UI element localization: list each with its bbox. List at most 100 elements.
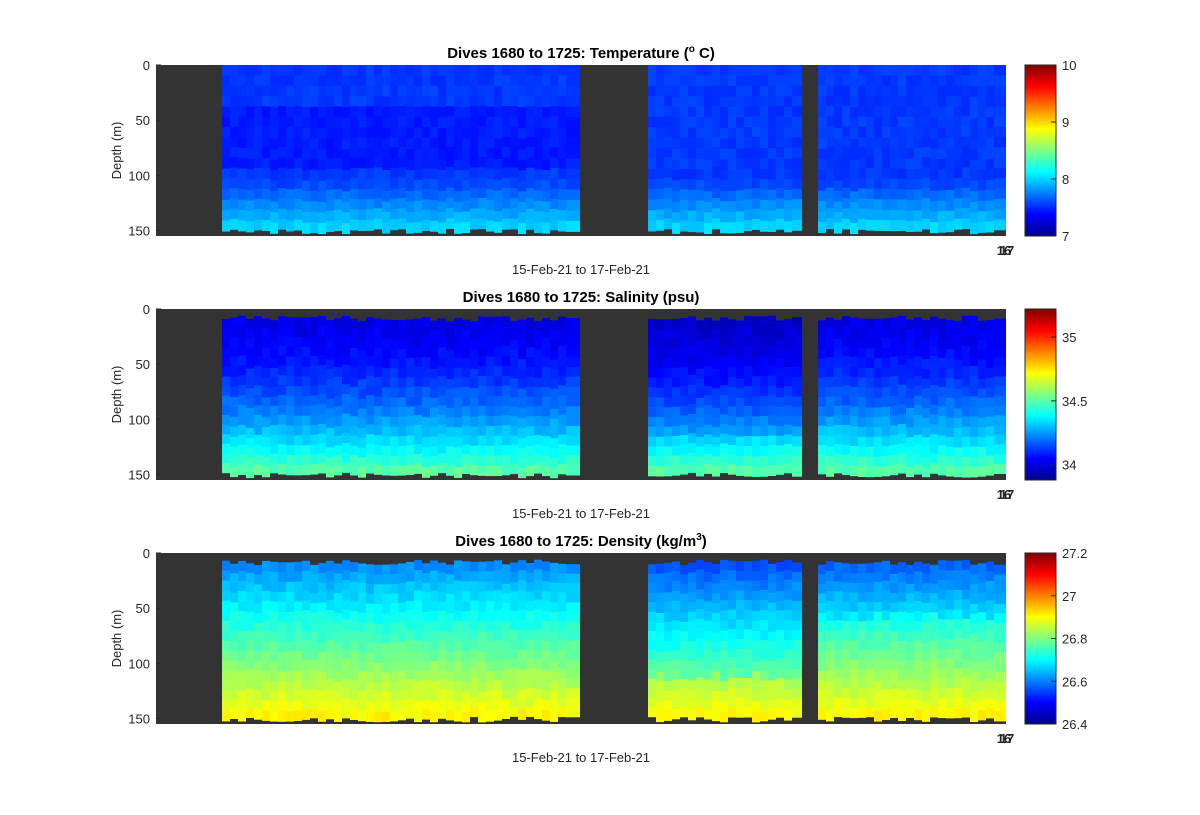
heatmap-cell <box>680 347 688 358</box>
heatmap-cell <box>382 201 390 213</box>
heatmap-cell <box>462 561 470 572</box>
heatmap-cell <box>962 346 970 357</box>
heatmap-cell <box>866 126 874 138</box>
heatmap-cell <box>938 148 946 160</box>
heatmap-cell <box>414 180 422 192</box>
heatmap-cell <box>478 336 486 347</box>
heatmap-cell <box>930 96 938 108</box>
heatmap-cell <box>238 571 246 582</box>
heatmap-cell <box>494 425 502 437</box>
heatmap-cell <box>494 346 502 358</box>
heatmap-cell <box>542 387 550 398</box>
heatmap-cell <box>922 339 930 350</box>
heatmap-cell <box>462 571 470 582</box>
heatmap-cell <box>736 180 744 192</box>
heatmap-cell <box>930 659 938 670</box>
heatmap-cell <box>866 563 874 574</box>
heatmap-cell <box>318 661 326 673</box>
heatmap-cell <box>446 187 454 199</box>
heatmap-cell <box>542 170 550 182</box>
heatmap-cell <box>526 85 534 97</box>
heatmap-cell <box>294 591 302 602</box>
heatmap-cell <box>454 327 462 339</box>
heatmap-cell <box>286 454 294 466</box>
heatmap-cell <box>502 651 510 662</box>
heatmap-cell <box>422 199 430 211</box>
heatmap-cell <box>286 621 294 633</box>
heatmap-cell <box>438 117 446 129</box>
heatmap-cell <box>382 652 390 664</box>
heatmap-cell <box>358 65 366 76</box>
heatmap-cell <box>946 407 954 418</box>
heatmap-cell <box>760 620 768 631</box>
heatmap-cell <box>688 651 696 662</box>
heatmap-cell <box>680 434 688 446</box>
heatmap-cell <box>230 95 238 107</box>
heatmap-cell <box>656 85 664 97</box>
heatmap-cell <box>752 601 760 612</box>
heatmap-cell <box>784 463 792 474</box>
heatmap-cell <box>696 179 704 191</box>
heatmap-cell <box>890 386 898 397</box>
heatmap-cell <box>526 126 534 138</box>
heatmap-cell <box>286 366 294 377</box>
chart-title: Dives 1680 to 1725: Temperature (o C) <box>447 44 715 62</box>
heatmap-cell <box>890 158 898 169</box>
heatmap-cell <box>478 116 486 127</box>
heatmap-cell <box>930 678 938 689</box>
heatmap-cell <box>350 680 358 691</box>
heatmap-cell <box>890 593 898 604</box>
heatmap-cell <box>858 582 866 594</box>
heatmap-cell <box>882 436 890 447</box>
heatmap-cell <box>768 641 776 652</box>
heatmap-cell <box>294 465 302 476</box>
heatmap-cell <box>374 146 382 158</box>
heatmap-cell <box>922 167 930 179</box>
heatmap-cell <box>262 348 270 359</box>
heatmap-cell <box>712 369 720 380</box>
colorbar-tick-label: 35 <box>1062 330 1076 345</box>
heatmap-cell <box>648 358 656 369</box>
heatmap-cell <box>736 678 744 689</box>
heatmap-cell <box>454 397 462 409</box>
heatmap-cell <box>962 466 970 478</box>
heatmap-cell <box>238 464 246 475</box>
heatmap-cell <box>818 397 826 408</box>
heatmap-cell <box>502 564 510 575</box>
heatmap-cell <box>470 147 478 158</box>
heatmap-cell <box>768 75 776 87</box>
heatmap-cell <box>222 620 230 632</box>
heatmap-cell <box>366 336 374 347</box>
heatmap-cell <box>518 191 526 203</box>
heatmap-cell <box>898 116 906 128</box>
heatmap-cell <box>350 318 358 329</box>
heatmap-cell <box>342 394 350 405</box>
heatmap-cell <box>696 446 704 457</box>
heatmap-cell <box>510 668 518 679</box>
heatmap-cell <box>526 658 534 670</box>
heatmap-cell <box>446 564 454 575</box>
heatmap-cell <box>704 128 712 140</box>
heatmap-cell <box>720 180 728 192</box>
heatmap-cell <box>326 659 334 670</box>
heatmap-cell <box>350 219 358 231</box>
heatmap-cell <box>350 367 358 378</box>
colorbar-tick-label: 10 <box>1062 58 1076 73</box>
heatmap-cell <box>462 159 470 171</box>
heatmap-cell <box>938 179 946 191</box>
heatmap-cell <box>270 601 278 613</box>
heatmap-cell <box>874 466 882 477</box>
heatmap-cell <box>326 600 334 611</box>
heatmap-cell <box>752 661 760 673</box>
heatmap-cell <box>906 688 914 699</box>
heatmap-cell <box>318 159 326 171</box>
heatmap-cell <box>558 365 566 377</box>
heatmap-cell <box>954 609 962 621</box>
heatmap-cell <box>850 563 858 574</box>
heatmap-cell <box>230 65 238 76</box>
heatmap-cell <box>222 640 230 652</box>
heatmap-cell <box>728 638 736 650</box>
heatmap-cell <box>302 138 310 150</box>
heatmap-cell <box>478 701 486 713</box>
heatmap-cell <box>246 698 254 709</box>
